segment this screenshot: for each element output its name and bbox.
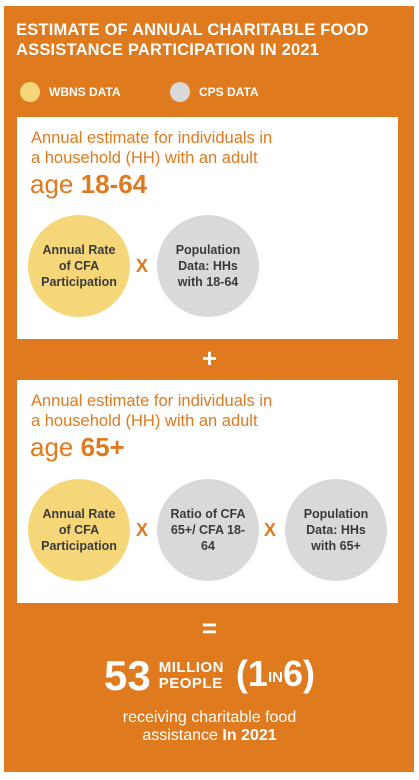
ratio-one: 1 (247, 653, 268, 694)
result-unit-line2: PEOPLE (158, 675, 223, 692)
plus-sign: + (201, 343, 218, 373)
caption-prefix: assistance (142, 727, 223, 744)
result-ratio: (1IN6) (236, 652, 315, 700)
card2-text-line2: a household (HH) with an adult (31, 412, 258, 430)
legend-cps-label: CPS DATA (199, 85, 259, 99)
cfa-rate-circle: Annual Rate of CFA Participation (28, 215, 130, 317)
card1-age-value: 18-64 (80, 169, 148, 199)
ratio-six: 6 (282, 653, 303, 694)
age-18-64-card: Annual estimate for individuals in a hou… (17, 117, 398, 339)
card1-text-line2: a household (HH) with an adult (31, 149, 258, 167)
legend-cps-circle-icon (170, 82, 190, 102)
legend-wbns: WBNS DATA (20, 82, 121, 102)
card2-text-line1: Annual estimate for individuals in (31, 392, 273, 410)
ratio-close-paren: ) (302, 653, 315, 694)
ratio-in: IN (267, 669, 283, 686)
caption-year: In 2021 (222, 727, 277, 744)
cfa-ratio-text: Ratio of CFA 65+/ CFA 18-64 (170, 507, 246, 553)
result-caption-line1: receiving charitable food (122, 709, 297, 726)
infographic-title: ESTIMATE OF ANNUAL CHARITABLE FOOD ASSIS… (16, 21, 369, 59)
result-number: 53 (104, 652, 151, 699)
equals-sign: = (201, 613, 218, 643)
cfa-rate-65-text: Annual Rate of CFA Participation (41, 507, 117, 553)
population-65-circle: Population Data: HHs with 65+ (285, 479, 387, 581)
legend-wbns-label: WBNS DATA (49, 85, 121, 99)
card1-age-prefix: age (30, 169, 81, 199)
cfa-ratio-circle: Ratio of CFA 65+/ CFA 18-64 (157, 479, 259, 581)
cfa-rate-65-circle: Annual Rate of CFA Participation (28, 479, 130, 581)
card1-age-heading: age 18-64 (30, 169, 147, 199)
age-65-plus-card: Annual estimate for individuals in a hou… (17, 380, 398, 603)
population-65-text: Population Data: HHs with 65+ (303, 507, 369, 553)
card2-age-prefix: age (30, 432, 81, 462)
result-caption-line2: assistance In 2021 (0, 727, 419, 745)
result-headline: 53 MILLION PEOPLE (1IN6) (0, 652, 419, 700)
cfa-rate-text: Annual Rate of CFA Participation (41, 243, 117, 289)
legend-wbns-circle-icon (20, 82, 40, 102)
result-unit: MILLION PEOPLE (159, 660, 224, 692)
multiply-sign-2: X (264, 520, 277, 540)
card2-age-value: 65+ (80, 432, 125, 462)
population-18-64-text: Population Data: HHs with 18-64 (175, 243, 241, 289)
population-18-64-circle: Population Data: HHs with 18-64 (157, 215, 259, 317)
card2-age-heading: age 65+ (30, 432, 125, 462)
card1-text-line1: Annual estimate for individuals in (31, 129, 273, 147)
multiply-sign: X (136, 256, 149, 276)
multiply-sign-1: X (136, 520, 149, 540)
ratio-open-paren: ( (235, 653, 248, 694)
legend-cps: CPS DATA (170, 82, 259, 102)
result-unit-line1: MILLION (158, 659, 224, 676)
